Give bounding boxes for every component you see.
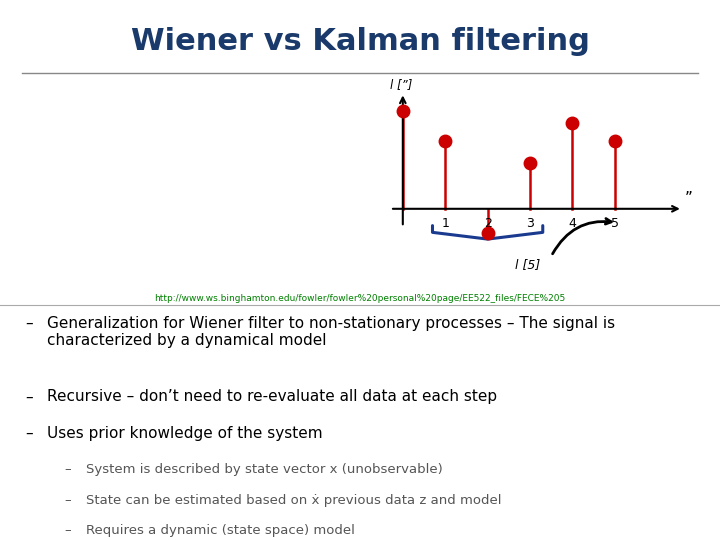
Text: Generalization for Wiener filter to non-stationary processes – The signal is
cha: Generalization for Wiener filter to non-… xyxy=(47,316,615,348)
Text: l [5]: l [5] xyxy=(516,258,541,271)
Text: System is described by state vector x (unobservable): System is described by state vector x (u… xyxy=(86,463,443,476)
Text: Uses prior knowledge of the system: Uses prior knowledge of the system xyxy=(47,426,323,441)
Text: http://www.ws.binghamton.edu/fowler/fowler%20personal%20page/EE522_files/FECE%20: http://www.ws.binghamton.edu/fowler/fowl… xyxy=(154,294,566,303)
Text: –: – xyxy=(25,426,33,441)
Text: Requires a dynamic (state space) model: Requires a dynamic (state space) model xyxy=(86,524,355,537)
Text: 4: 4 xyxy=(569,218,577,231)
Text: l [”]: l [”] xyxy=(390,78,413,91)
Text: 1: 1 xyxy=(441,218,449,231)
Text: Wiener vs Kalman filtering: Wiener vs Kalman filtering xyxy=(130,27,590,56)
Text: –: – xyxy=(65,494,71,507)
Text: –: – xyxy=(65,524,71,537)
Text: Recursive – don’t need to re-evaluate all data at each step: Recursive – don’t need to re-evaluate al… xyxy=(47,389,497,404)
Text: 5: 5 xyxy=(611,218,619,231)
Text: –: – xyxy=(25,316,33,331)
Text: State can be estimated based on ẋ previous data z and model: State can be estimated based on ẋ previo… xyxy=(86,494,502,507)
Text: 2: 2 xyxy=(484,218,492,231)
Text: –: – xyxy=(25,389,33,404)
Text: ”: ” xyxy=(685,191,693,206)
Text: 3: 3 xyxy=(526,218,534,231)
Text: –: – xyxy=(65,463,71,476)
